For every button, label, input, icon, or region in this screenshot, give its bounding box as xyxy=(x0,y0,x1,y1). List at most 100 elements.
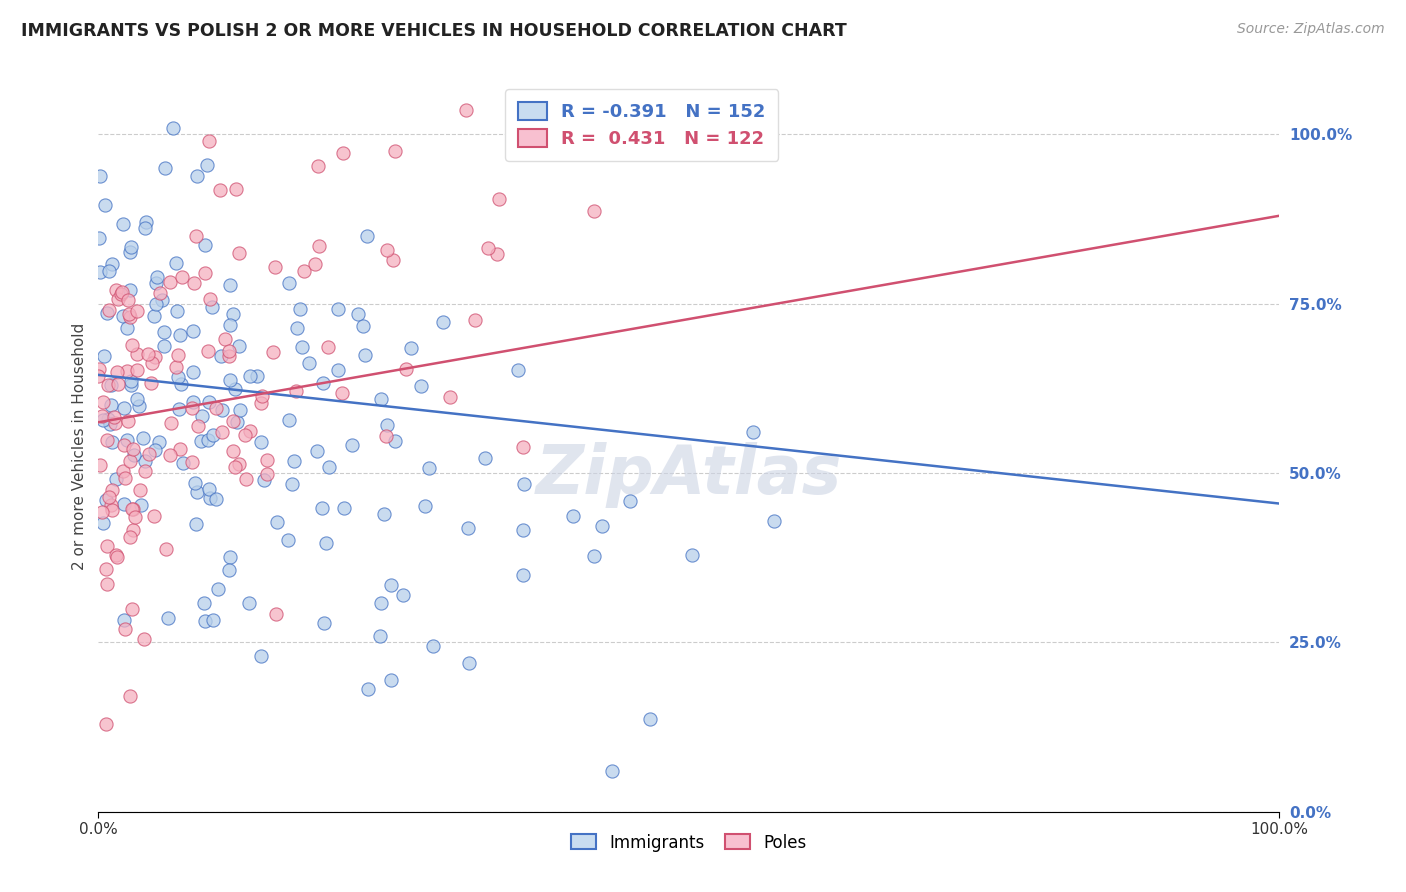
Point xyxy=(183,394,205,409)
Point xyxy=(169,442,191,457)
Point xyxy=(125,362,148,376)
Point xyxy=(138,447,160,461)
Point xyxy=(120,530,142,544)
Point xyxy=(98,417,121,432)
Point xyxy=(207,582,229,597)
Point xyxy=(235,428,257,442)
Point xyxy=(117,364,139,378)
Point xyxy=(253,473,276,487)
Point xyxy=(219,318,242,332)
Point xyxy=(229,402,252,417)
Point xyxy=(98,303,121,318)
Point xyxy=(89,362,111,376)
Point xyxy=(380,673,402,687)
Point xyxy=(228,457,250,471)
Point xyxy=(742,425,765,440)
Point xyxy=(352,318,374,333)
Point xyxy=(224,383,246,397)
Point xyxy=(104,472,127,486)
Point xyxy=(197,343,219,358)
Point xyxy=(181,324,204,338)
Point xyxy=(218,373,240,387)
Point xyxy=(418,460,440,475)
Point xyxy=(120,375,142,389)
Point xyxy=(104,283,127,297)
Point xyxy=(291,340,314,354)
Point xyxy=(114,471,136,485)
Point xyxy=(239,424,262,438)
Point xyxy=(619,494,641,508)
Point xyxy=(101,483,124,497)
Point xyxy=(249,434,271,449)
Point xyxy=(283,453,305,467)
Point xyxy=(89,265,111,279)
Point xyxy=(263,260,285,274)
Point xyxy=(464,313,486,327)
Point xyxy=(127,304,149,318)
Point xyxy=(165,255,187,269)
Point xyxy=(156,611,179,625)
Point xyxy=(118,454,141,468)
Point xyxy=(136,347,159,361)
Point xyxy=(202,613,225,627)
Point xyxy=(150,293,173,308)
Point xyxy=(262,345,284,359)
Point xyxy=(370,596,392,610)
Point xyxy=(139,376,162,391)
Point xyxy=(583,549,606,563)
Point xyxy=(96,539,118,553)
Point xyxy=(120,240,142,254)
Point xyxy=(94,562,117,576)
Point xyxy=(184,475,207,490)
Point xyxy=(197,482,219,496)
Point xyxy=(204,401,226,416)
Point xyxy=(146,269,169,284)
Point xyxy=(346,307,368,321)
Point xyxy=(384,144,406,158)
Point xyxy=(432,315,454,329)
Point xyxy=(166,304,188,318)
Point xyxy=(159,448,181,462)
Point xyxy=(512,523,534,537)
Point xyxy=(356,229,378,244)
Point xyxy=(218,349,240,363)
Point xyxy=(357,681,380,696)
Point xyxy=(330,386,353,401)
Point xyxy=(97,378,120,392)
Point xyxy=(194,238,217,252)
Point xyxy=(375,243,398,257)
Point xyxy=(222,444,245,458)
Point xyxy=(167,348,190,362)
Point xyxy=(134,464,156,478)
Point xyxy=(93,349,115,363)
Point xyxy=(488,192,510,206)
Point xyxy=(143,350,166,364)
Point xyxy=(104,416,127,430)
Point xyxy=(456,103,478,117)
Point xyxy=(91,413,114,427)
Point xyxy=(145,296,167,310)
Point xyxy=(513,476,536,491)
Point xyxy=(127,392,149,406)
Point xyxy=(194,266,217,280)
Point xyxy=(121,501,143,516)
Point xyxy=(328,301,350,316)
Point xyxy=(190,409,212,424)
Point xyxy=(312,615,335,630)
Point xyxy=(218,563,240,577)
Point xyxy=(681,549,703,563)
Point xyxy=(187,419,209,434)
Text: IMMIGRANTS VS POLISH 2 OR MORE VEHICLES IN HOUSEHOLD CORRELATION CHART: IMMIGRANTS VS POLISH 2 OR MORE VEHICLES … xyxy=(21,22,846,40)
Point xyxy=(105,365,128,379)
Point xyxy=(228,245,250,260)
Point xyxy=(112,497,135,511)
Point xyxy=(186,485,208,500)
Point xyxy=(142,508,165,523)
Point xyxy=(374,429,396,443)
Point xyxy=(354,348,377,362)
Point xyxy=(169,327,191,342)
Point xyxy=(115,321,138,335)
Point xyxy=(117,414,139,428)
Point xyxy=(205,491,228,506)
Point xyxy=(134,221,156,235)
